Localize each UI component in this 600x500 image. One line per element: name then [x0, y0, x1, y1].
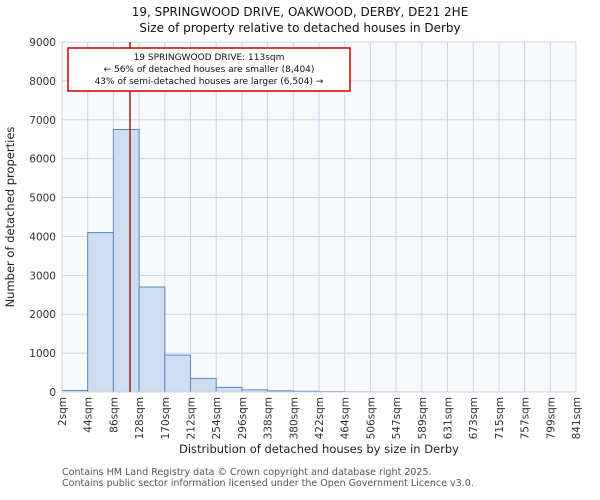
x-tick-label: 254sqm — [211, 397, 223, 439]
x-tick-label: 589sqm — [417, 397, 429, 439]
y-tick-label: 9000 — [29, 37, 56, 49]
plot-border — [61, 41, 577, 393]
histogram-bar — [215, 386, 243, 393]
y-tick-label: 3000 — [29, 270, 56, 282]
annotation-line2: ← 56% of detached houses are smaller (8,… — [104, 65, 315, 75]
annotation-line3: 43% of semi-detached houses are larger (… — [95, 77, 324, 87]
x-tick-label: 2sqm — [57, 397, 69, 426]
x-tick-label: 757sqm — [520, 397, 532, 439]
x-tick-label: 296sqm — [237, 397, 249, 439]
y-axis-label: Number of detached properties — [3, 127, 17, 308]
histogram-bar — [164, 354, 192, 393]
y-tick-label: 4000 — [29, 231, 56, 243]
y-tick-label: 6000 — [29, 154, 56, 166]
chart-subtitle: Size of property relative to detached ho… — [139, 21, 460, 35]
histogram-bar — [112, 129, 140, 393]
y-tick-label: 7000 — [29, 115, 56, 127]
chart-title: 19, SPRINGWOOD DRIVE, OAKWOOD, DERBY, DE… — [132, 5, 469, 19]
x-tick-label: 506sqm — [365, 397, 377, 439]
x-tick-label: 170sqm — [160, 397, 172, 439]
x-tick-label: 128sqm — [134, 397, 146, 439]
y-tick-label: 8000 — [29, 76, 56, 88]
marker-annotation: 19 SPRINGWOOD DRIVE: 113sqm ← 56% of det… — [67, 47, 351, 92]
plot-area: 0 1000 2000 3000 4000 5000 6000 7000 8000 9000 2sq… — [29, 37, 583, 439]
x-tick-label: 380sqm — [288, 397, 300, 439]
x-tick-label: 212sqm — [186, 397, 198, 439]
x-tick-label: 547sqm — [391, 397, 403, 439]
x-tick-label: 44sqm — [83, 397, 95, 433]
histogram-bar — [87, 232, 114, 393]
y-tick-label: 0 — [49, 387, 56, 399]
y-tick-label: 1000 — [29, 348, 56, 360]
x-tick-label: 841sqm — [571, 397, 583, 439]
x-tick-label: 86sqm — [108, 397, 120, 433]
x-tick-label: 673sqm — [468, 397, 480, 439]
y-tick-label: 2000 — [29, 309, 56, 321]
annotation-line1: 19 SPRINGWOOD DRIVE: 113sqm — [134, 53, 285, 63]
x-tick-label: 464sqm — [340, 397, 352, 439]
x-tick-label: 422sqm — [314, 397, 326, 439]
histogram-bar — [138, 286, 166, 393]
histogram-bar — [190, 377, 217, 393]
x-tick-label: 715sqm — [494, 397, 506, 439]
x-tick-label: 338sqm — [263, 397, 275, 439]
annotation-box — [67, 47, 351, 92]
footer-line2: Contains public sector information licen… — [62, 478, 474, 489]
x-tick-label: 631sqm — [443, 397, 455, 439]
x-tick-label: 799sqm — [545, 397, 557, 439]
x-axis-label: Distribution of detached houses by size … — [179, 442, 459, 456]
y-tick-label: 5000 — [29, 193, 56, 205]
footer-line1: Contains HM Land Registry data © Crown c… — [62, 467, 432, 478]
